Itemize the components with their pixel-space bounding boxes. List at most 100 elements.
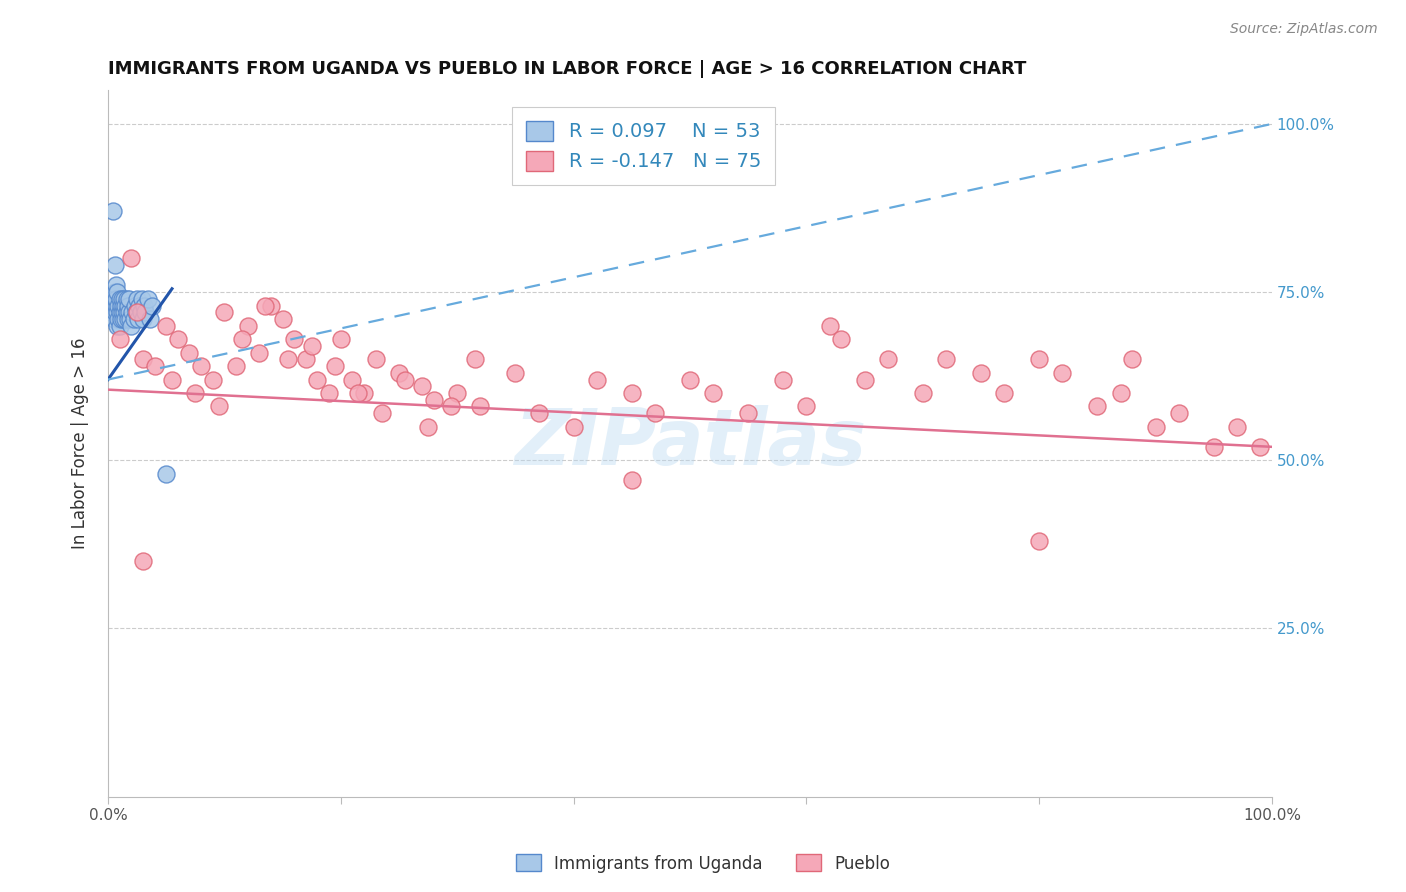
Point <box>184 386 207 401</box>
Point <box>136 292 159 306</box>
Point <box>1109 386 1132 401</box>
Point <box>104 305 127 319</box>
Point <box>108 305 131 319</box>
Point <box>254 299 277 313</box>
Point <box>132 554 155 568</box>
Point <box>179 345 201 359</box>
Point <box>301 339 323 353</box>
Point <box>1052 366 1074 380</box>
Legend: Immigrants from Uganda, Pueblo: Immigrants from Uganda, Pueblo <box>509 847 897 880</box>
Point <box>125 305 148 319</box>
Point <box>271 312 294 326</box>
Point <box>105 305 128 319</box>
Point <box>993 386 1015 401</box>
Point <box>295 352 318 367</box>
Point <box>117 312 139 326</box>
Point <box>1144 419 1167 434</box>
Point <box>105 278 128 293</box>
Point <box>100 305 122 319</box>
Point <box>132 352 155 367</box>
Point <box>124 299 146 313</box>
Point <box>562 419 585 434</box>
Point <box>120 312 142 326</box>
Point <box>620 474 643 488</box>
Point <box>108 318 131 333</box>
Point <box>423 392 446 407</box>
Point <box>440 400 463 414</box>
Point <box>132 312 155 326</box>
Point <box>115 292 138 306</box>
Point <box>111 305 134 319</box>
Point <box>464 352 486 367</box>
Point <box>105 292 128 306</box>
Text: Source: ZipAtlas.com: Source: ZipAtlas.com <box>1230 22 1378 37</box>
Point <box>112 292 135 306</box>
Point <box>283 332 305 346</box>
Point <box>970 366 993 380</box>
Point <box>110 312 132 326</box>
Point <box>247 345 270 359</box>
Point <box>108 332 131 346</box>
Point <box>114 299 136 313</box>
Point <box>231 332 253 346</box>
Point <box>105 318 128 333</box>
Point <box>353 386 375 401</box>
Point <box>114 312 136 326</box>
Point <box>277 352 299 367</box>
Point <box>128 299 150 313</box>
Point <box>772 373 794 387</box>
Point <box>105 285 128 299</box>
Point <box>737 406 759 420</box>
Point <box>143 359 166 373</box>
Point <box>118 292 141 306</box>
Point <box>853 373 876 387</box>
Point <box>155 318 177 333</box>
Point <box>132 299 155 313</box>
Point <box>127 292 149 306</box>
Point <box>364 352 387 367</box>
Point <box>342 373 364 387</box>
Point <box>122 312 145 326</box>
Point <box>620 386 643 401</box>
Point <box>347 386 370 401</box>
Point <box>101 292 124 306</box>
Point <box>121 305 143 319</box>
Point <box>120 252 142 266</box>
Point <box>1202 440 1225 454</box>
Point <box>214 305 236 319</box>
Point <box>527 406 550 420</box>
Point <box>104 285 127 299</box>
Point <box>134 305 156 319</box>
Text: IMMIGRANTS FROM UGANDA VS PUEBLO IN LABOR FORCE | AGE > 16 CORRELATION CHART: IMMIGRANTS FROM UGANDA VS PUEBLO IN LABO… <box>108 60 1026 78</box>
Point <box>1028 352 1050 367</box>
Point <box>411 379 433 393</box>
Point <box>394 373 416 387</box>
Point <box>127 305 149 319</box>
Point <box>103 299 125 313</box>
Point <box>129 305 152 319</box>
Point <box>141 299 163 313</box>
Point <box>110 299 132 313</box>
Text: ZIPatlas: ZIPatlas <box>513 406 866 482</box>
Point <box>201 373 224 387</box>
Point <box>307 373 329 387</box>
Point <box>112 299 135 313</box>
Point <box>679 373 702 387</box>
Point <box>388 366 411 380</box>
Point <box>318 386 340 401</box>
Point <box>370 406 392 420</box>
Point <box>911 386 934 401</box>
Point <box>160 373 183 387</box>
Point <box>111 292 134 306</box>
Point <box>104 258 127 272</box>
Point <box>260 299 283 313</box>
Point <box>876 352 898 367</box>
Y-axis label: In Labor Force | Age > 16: In Labor Force | Age > 16 <box>72 338 89 549</box>
Point <box>107 312 129 326</box>
Point <box>131 292 153 306</box>
Point <box>115 305 138 319</box>
Point <box>1167 406 1189 420</box>
Point <box>112 305 135 319</box>
Point <box>329 332 352 346</box>
Point <box>1121 352 1143 367</box>
